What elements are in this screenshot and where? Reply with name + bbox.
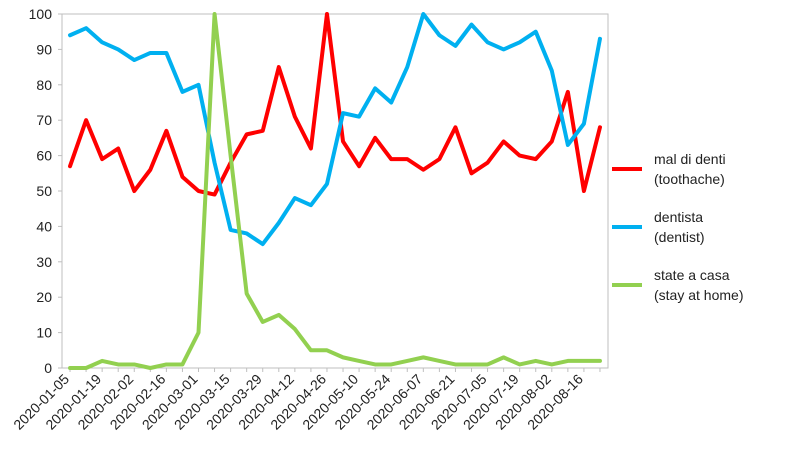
legend-label: mal di denti (toothache) — [654, 151, 726, 187]
legend: mal di denti (toothache) dentista (dentis… — [612, 140, 799, 314]
y-tick-label: 40 — [36, 218, 52, 234]
y-tick-label: 10 — [36, 325, 52, 341]
legend-entry: state a casa (stay at home) — [612, 256, 799, 314]
y-tick-label: 20 — [36, 289, 52, 305]
y-tick-label: 100 — [29, 6, 53, 22]
series-line — [68, 12, 602, 197]
series-line — [68, 12, 602, 247]
legend-swatch — [612, 167, 642, 171]
y-tick-label: 50 — [36, 183, 52, 199]
y-tick-label: 70 — [36, 112, 52, 128]
y-tick-label: 0 — [44, 360, 52, 376]
legend-entry: mal di denti (toothache) — [612, 140, 799, 198]
y-tick-label: 80 — [36, 77, 52, 93]
legend-swatch — [612, 225, 642, 229]
legend-label: dentista (dentist) — [654, 209, 705, 245]
y-tick-label: 30 — [36, 254, 52, 270]
y-tick-label: 60 — [36, 148, 52, 164]
y-tick-label: 90 — [36, 41, 52, 57]
legend-swatch — [612, 283, 642, 287]
legend-entry: dentista (dentist) — [612, 198, 799, 256]
series-line — [68, 12, 602, 370]
legend-label: state a casa (stay at home) — [654, 267, 744, 303]
